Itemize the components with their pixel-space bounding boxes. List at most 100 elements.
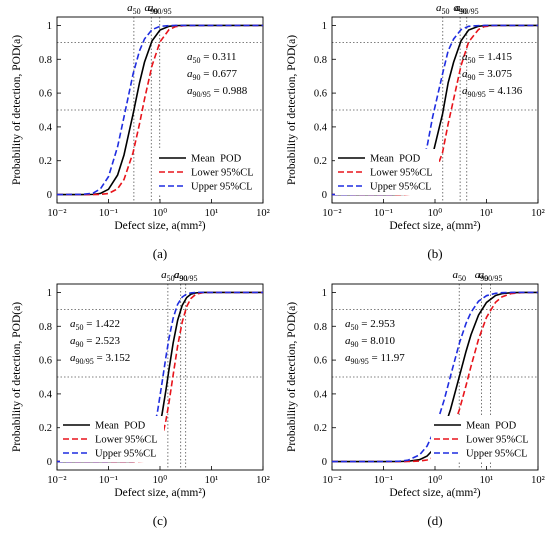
y-tick-label: 1: [47, 288, 52, 299]
annotation-symbol: a: [187, 85, 193, 97]
pod-curve: [332, 291, 539, 463]
x-tick-label: 10¹: [205, 475, 219, 486]
marker-sub: 90: [179, 274, 187, 283]
x-tick-label: 10⁰: [153, 207, 169, 219]
legend-label: Upper 95%CL: [370, 182, 432, 193]
y-axis-label: Probability of detection, POD(a): [11, 35, 23, 185]
marker-label: a90: [475, 269, 489, 283]
x-tick-label: 10⁻²: [322, 475, 341, 486]
x-tick-label: 10²: [531, 208, 545, 219]
y-tick-label: 0.8: [39, 55, 52, 66]
y-tick-label: 0.4: [39, 122, 53, 133]
x-tick-label: 10⁰: [428, 474, 444, 486]
marker-sub: 90/95: [179, 274, 197, 283]
annotation-symbol: a: [462, 51, 468, 63]
marker-symbol: a: [127, 2, 133, 14]
marker-symbol: a: [475, 269, 481, 281]
annotation: a90/95 = 0.988: [187, 85, 248, 99]
x-tick-label: 10¹: [480, 475, 494, 486]
y-tick-label: 0: [47, 190, 52, 201]
x-tick-label: 10²: [531, 475, 545, 486]
annotation-sub: 90/95: [468, 90, 486, 99]
marker-sub: 90/95: [153, 7, 171, 16]
panel-label: (c): [153, 513, 167, 528]
marker-symbol: a: [174, 269, 180, 281]
annotation: a90 = 3.075: [462, 68, 512, 82]
y-tick-label: 0.6: [39, 356, 52, 367]
marker-label: a90/95: [479, 269, 503, 283]
y-tick-label: 0.8: [314, 322, 327, 333]
x-tick-label: 10⁻¹: [374, 475, 393, 486]
y-tick-label: 0.6: [314, 89, 327, 100]
annotation-symbol: a: [187, 51, 193, 63]
x-tick-label: 10⁰: [153, 474, 169, 486]
marker-label: a90: [453, 2, 467, 16]
annotation-value: = 1.415: [476, 51, 513, 63]
x-tick-label: 10²: [256, 208, 270, 219]
y-tick-label: 0.6: [39, 89, 52, 100]
marker-symbol: a: [436, 2, 442, 14]
y-tick-label: 0: [322, 190, 327, 201]
marker-symbol: a: [452, 269, 458, 281]
legend-label: Lower 95%CL: [466, 435, 529, 446]
annotation-sub: 90: [76, 340, 84, 349]
annotation: a90/95 = 11.97: [345, 352, 405, 366]
x-tick-label: 10⁰: [428, 207, 444, 219]
annotation: a90 = 2.523: [70, 335, 120, 349]
y-tick-label: 0.8: [39, 322, 52, 333]
panel-label: (a): [153, 246, 167, 261]
annotation-symbol: a: [345, 318, 351, 330]
marker-label: a90: [145, 2, 159, 16]
annotation-sub: 50: [76, 323, 84, 332]
marker-sub: 50: [458, 274, 466, 283]
y-tick-label: 0.6: [314, 356, 327, 367]
x-tick-label: 10¹: [480, 208, 494, 219]
x-axis-label: Defect size, a(mm²): [389, 220, 480, 232]
x-axis-label: Defect size, a(mm²): [114, 487, 205, 499]
legend-label: Mean POD: [466, 421, 517, 432]
annotation-symbol: a: [462, 85, 468, 97]
annotation-sub: 50: [193, 56, 201, 65]
marker-symbol: a: [174, 269, 180, 281]
marker-symbol: a: [145, 2, 151, 14]
x-axis-label: Defect size, a(mm²): [114, 220, 205, 232]
marker-sub: 90: [150, 7, 158, 16]
annotation-symbol: a: [462, 68, 468, 80]
legend-label: Upper 95%CL: [466, 449, 528, 460]
annotation-symbol: a: [70, 335, 76, 347]
x-axis-label: Defect size, a(mm²): [389, 487, 480, 499]
annotation-sub: 90/95: [193, 90, 211, 99]
annotation-value: = 0.311: [201, 51, 237, 63]
annotation-symbol: a: [187, 68, 193, 80]
x-tick-label: 10²: [256, 475, 270, 486]
annotation-sub: 90/95: [351, 357, 369, 366]
marker-label: a90/95: [148, 2, 172, 16]
annotation: a50 = 1.422: [70, 318, 120, 332]
annotation-sub: 90: [468, 73, 476, 82]
y-tick-label: 1: [322, 21, 327, 32]
annotation: a90 = 8.010: [345, 335, 395, 349]
y-tick-label: 1: [47, 21, 52, 32]
marker-label: a50: [127, 2, 141, 16]
x-tick-label: 10¹: [205, 208, 219, 219]
y-tick-label: 0: [47, 457, 52, 468]
annotation: a90/95 = 3.152: [70, 352, 130, 366]
marker-label: a90: [174, 269, 188, 283]
marker-sub: 50: [133, 7, 141, 16]
x-tick-label: 10⁻¹: [99, 208, 118, 219]
y-tick-label: 0.2: [314, 423, 327, 434]
marker-sub: 50: [442, 7, 450, 16]
annotation-symbol: a: [345, 352, 351, 364]
annotation-value: = 8.010: [359, 335, 396, 347]
annotation: a50 = 1.415: [462, 51, 512, 65]
marker-sub: 90: [480, 274, 488, 283]
marker-label: a90/95: [455, 2, 479, 16]
legend-label: Lower 95%CL: [191, 168, 254, 179]
marker-label: a50: [161, 269, 175, 283]
legend-label: Lower 95%CL: [370, 168, 433, 179]
